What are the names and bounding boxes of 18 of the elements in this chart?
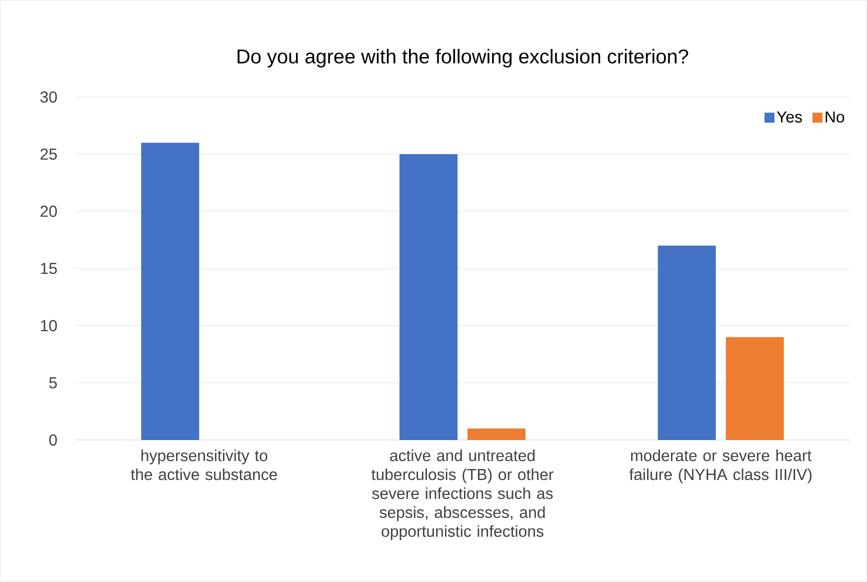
- x-tick-label: active and untreated tuberculosis (TB) or other severe infections such as sepsis, abscesses, and opportunistic infections: [372, 450, 554, 540]
- y-tick-label: 10: [40, 320, 57, 332]
- x-tick-label: moderate or severe heart failure (NYHA class III/IV): [629, 450, 812, 484]
- y-tick-label: 5: [49, 377, 57, 388]
- chart-title: Do you agree with the following exclusion criterion?: [238, 48, 688, 68]
- bar: [141, 142, 200, 440]
- legend-label: Yes: [776, 111, 802, 123]
- y-tick-label: 25: [40, 148, 57, 160]
- x-tick-label: hypersensitivity to the active substance: [130, 450, 277, 480]
- bar: [726, 337, 784, 440]
- y-tick-label: 30: [40, 91, 57, 103]
- bar: [400, 154, 458, 440]
- legend-label: No: [826, 111, 844, 123]
- bar: [468, 428, 526, 440]
- bar: [658, 246, 716, 440]
- y-tick-label: 0: [49, 434, 57, 446]
- y-tick-label: 15: [40, 262, 57, 274]
- y-tick-label: 20: [40, 206, 57, 217]
